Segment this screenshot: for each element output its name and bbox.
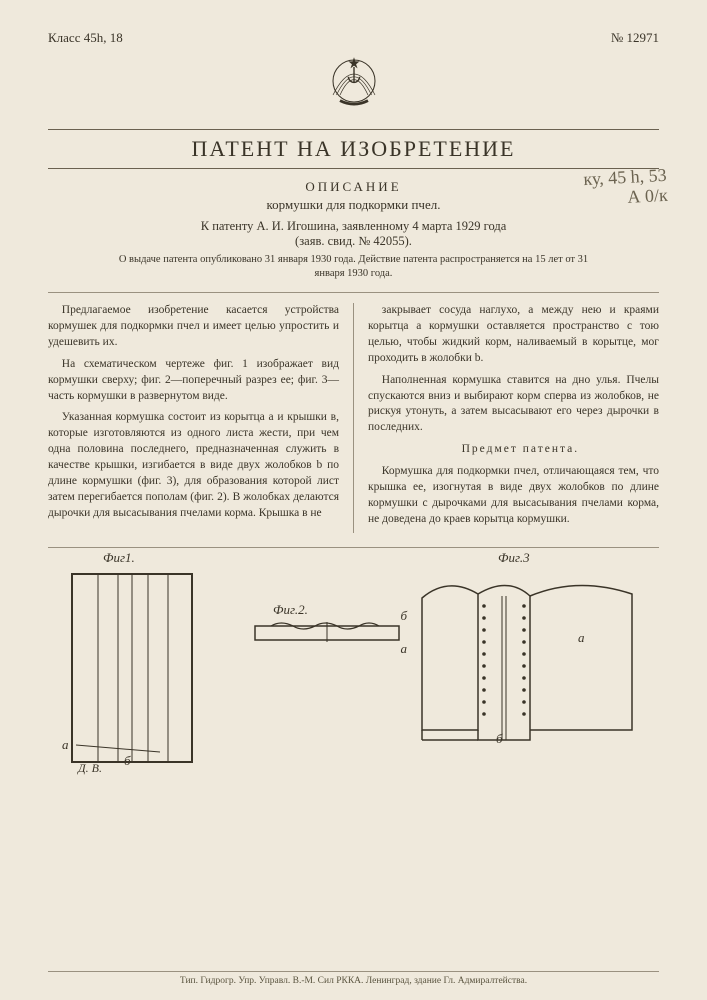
- left-column: Предлагаемое изобретение касается устрой…: [48, 303, 339, 533]
- fig1-letter-a: a: [62, 737, 69, 753]
- para: На схематическом чертеже фиг. 1 изобража…: [48, 357, 339, 405]
- author-initials: Д. В.: [78, 761, 102, 776]
- para: закрывает сосуда наглухо, а между нею и …: [368, 303, 659, 366]
- applicant-line: К патенту А. И. Игошина, заявленному 4 м…: [48, 219, 659, 249]
- applicant-line-2: (заяв. свид. № 42055).: [295, 234, 412, 248]
- patent-page: Класс 45h, 18 № 12971 ПАТЕНТ НА ИЗОБРЕТЕ…: [0, 0, 707, 1000]
- para: Наполненная кормушка ставится на дно уль…: [368, 373, 659, 436]
- fig2-letter-b: б: [400, 608, 407, 624]
- figure-1: a б: [68, 570, 198, 775]
- figure-3: a б: [418, 570, 638, 765]
- right-column: закрывает сосуда наглухо, а между нею и …: [368, 303, 659, 533]
- figure-2: б a: [253, 618, 403, 651]
- class-label: Класс 45h, 18: [48, 30, 123, 46]
- patent-number: № 12971: [611, 30, 659, 46]
- fig3-letter-b: б: [496, 731, 503, 747]
- claims-text: Кормушка для подкормки пчел, отличающаяс…: [368, 464, 659, 527]
- para: Предлагаемое изобретение касается устрой…: [48, 303, 339, 351]
- publication-note: О выдаче патента опубликовано 31 января …: [114, 253, 594, 280]
- top-line: Класс 45h, 18 № 12971: [48, 30, 659, 46]
- fig1-letter-b: б: [124, 753, 131, 769]
- fig1-label: Фиг1.: [103, 550, 135, 566]
- handwritten-annotation: ку, 45 h, 53 А 0/к: [583, 166, 668, 210]
- fig2-label: Фиг.2.: [273, 602, 308, 618]
- fig3-letter-a: a: [578, 630, 585, 646]
- banner-title: ПАТЕНТ НА ИЗОБРЕТЕНИЕ: [48, 129, 659, 169]
- figures-area: Фиг1. a б Фиг.2. б a: [48, 547, 659, 818]
- fig2-letter-a: a: [401, 641, 408, 657]
- column-separator: [353, 303, 354, 533]
- subtitle: кормушки для подкормки пчел.: [48, 197, 659, 213]
- para: Указанная кормушка состоит из корытца a …: [48, 410, 339, 521]
- state-emblem: [48, 46, 659, 121]
- applicant-line-1: К патенту А. И. Игошина, заявленному 4 м…: [201, 219, 507, 233]
- description-heading: ОПИСАНИЕ: [48, 179, 659, 195]
- fig3-label: Фиг.3: [498, 550, 530, 566]
- handwriting-2: А 0/к: [627, 185, 668, 207]
- claims-heading: Предмет патента.: [368, 442, 659, 458]
- printer-footer: Тип. Гидрогр. Упр. Управл. В.-М. Сил РКК…: [48, 971, 659, 986]
- body-columns: Предлагаемое изобретение касается устрой…: [48, 292, 659, 533]
